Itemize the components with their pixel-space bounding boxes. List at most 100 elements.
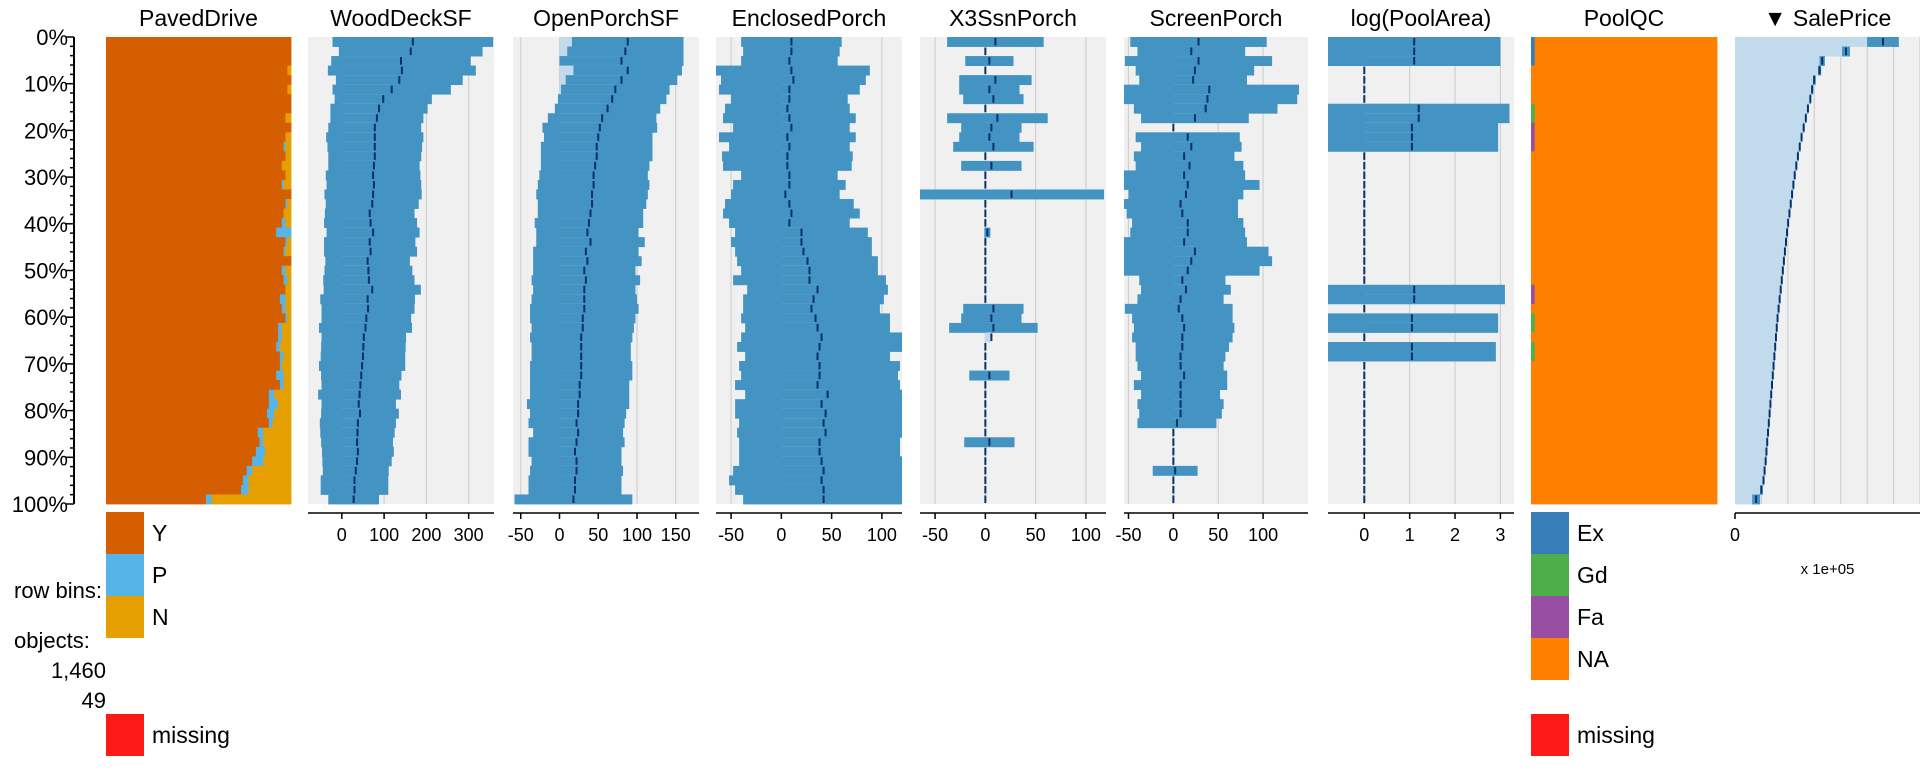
category-segment: [287, 65, 292, 76]
legend-swatch-missing: [1531, 714, 1569, 756]
category-segment: [285, 218, 292, 229]
category-segment: [274, 408, 292, 419]
category-segment: [106, 446, 257, 457]
panel-saleprice: ▼ SalePrice 0 x 1e+05: [1730, 5, 1920, 578]
category-segment: [276, 227, 292, 238]
mean-bar: [1735, 418, 1769, 429]
x-tick-label: 300: [454, 525, 484, 545]
category-segment: [1531, 94, 1718, 105]
x-tick-label: 200: [411, 525, 441, 545]
sd-bar: [1124, 179, 1260, 190]
category-segment: [106, 189, 292, 200]
category-segment: [1534, 294, 1718, 305]
sd-bar: [1328, 294, 1505, 305]
category-segment: [106, 113, 286, 124]
category-segment: [287, 237, 292, 248]
x-tick-label: -50: [508, 525, 534, 545]
mean-bar: [1735, 246, 1785, 257]
category-segment: [106, 494, 207, 505]
row-bins-label: row bins:: [14, 578, 102, 603]
sd-bar: [735, 408, 902, 419]
mean-bar: [1735, 151, 1798, 162]
column-header[interactable]: PavedDrive: [139, 5, 258, 31]
row-info: row bins: objects: 1,460 49: [14, 578, 106, 713]
column-header[interactable]: EnclosedPorch: [732, 5, 887, 31]
mean-bar: [1735, 218, 1789, 229]
category-segment: [106, 75, 292, 86]
category-segment: [278, 322, 283, 333]
sd-bar: [1328, 132, 1499, 143]
legend-label: NA: [1577, 646, 1610, 672]
category-segment: [1531, 132, 1536, 143]
multiplier-label: x 1e+05: [1801, 561, 1855, 578]
category-segment: [1534, 341, 1718, 352]
category-segment: [1531, 141, 1536, 152]
x-tick-label: 0: [1730, 525, 1740, 545]
column-header[interactable]: WoodDeckSF: [330, 5, 471, 31]
sd-bar: [735, 484, 902, 495]
mean-bar: [1735, 303, 1779, 314]
mean-bar: [1735, 160, 1797, 171]
mean-bar: [1735, 332, 1776, 343]
category-segment: [106, 389, 270, 400]
category-segment: [106, 322, 279, 333]
mean-bar: [1735, 189, 1793, 200]
category-segment: [1531, 113, 1536, 124]
category-segment: [1531, 361, 1718, 371]
category-segment: [1531, 275, 1718, 286]
category-segment: [279, 341, 292, 352]
column-header[interactable]: ScreenPorch: [1150, 5, 1283, 31]
category-segment: [268, 389, 275, 400]
category-segment: [283, 380, 292, 391]
sd-bar: [1328, 284, 1505, 295]
panel-x3ssnporch: X3SsnPorch -50 0 50 100: [920, 5, 1106, 545]
sd-bar: [735, 399, 902, 410]
category-segment: [1531, 65, 1718, 76]
mean-bar: [1735, 294, 1780, 305]
panel-enclosedporch: EnclosedPorch -50 0 50 100: [716, 5, 902, 545]
category-segment: [106, 294, 281, 305]
category-segment: [1531, 351, 1536, 362]
sd-bar: [1124, 256, 1273, 267]
mean-bar: [1735, 437, 1768, 448]
category-segment: [106, 341, 277, 352]
category-segment: [283, 275, 288, 286]
x-tick-label: 0: [1359, 525, 1369, 545]
mean-bar: [1735, 84, 1813, 95]
column-header[interactable]: OpenPorchSF: [533, 5, 679, 31]
x-tick-label: 0: [1168, 525, 1178, 545]
y-tick-label: 30%: [24, 165, 68, 190]
column-header[interactable]: PoolQC: [1584, 5, 1665, 31]
category-segment: [1534, 351, 1718, 362]
category-segment: [285, 246, 292, 257]
column-header[interactable]: ▼ SalePrice: [1764, 5, 1892, 31]
column-header[interactable]: log(PoolArea): [1351, 5, 1492, 31]
category-segment: [281, 303, 286, 314]
category-segment: [266, 408, 275, 419]
category-segment: [106, 170, 286, 181]
mean-bar: [1735, 227, 1788, 238]
category-segment: [265, 446, 292, 457]
category-segment: [255, 446, 266, 457]
category-segment: [263, 456, 292, 467]
mean-bar: [1735, 475, 1764, 486]
column-header[interactable]: X3SsnPorch: [949, 5, 1077, 31]
category-segment: [1531, 265, 1718, 276]
category-segment: [241, 484, 249, 495]
sd-bar: [1124, 246, 1269, 257]
category-segment: [106, 160, 283, 171]
category-segment: [281, 160, 292, 171]
legend-label: Ex: [1577, 520, 1604, 546]
mean-bar: [985, 332, 992, 343]
mean-bar: [1735, 408, 1770, 419]
category-segment: [106, 237, 286, 248]
category-segment: [278, 399, 292, 410]
legend-label: P: [152, 562, 167, 588]
category-segment: [276, 370, 284, 381]
category-segment: [285, 313, 288, 324]
mean-bar: [1735, 37, 1883, 47]
panel-wooddecksf: WoodDeckSF 0 100 200 300: [308, 5, 494, 545]
category-segment: [1531, 389, 1718, 400]
category-segment: [1531, 456, 1718, 467]
